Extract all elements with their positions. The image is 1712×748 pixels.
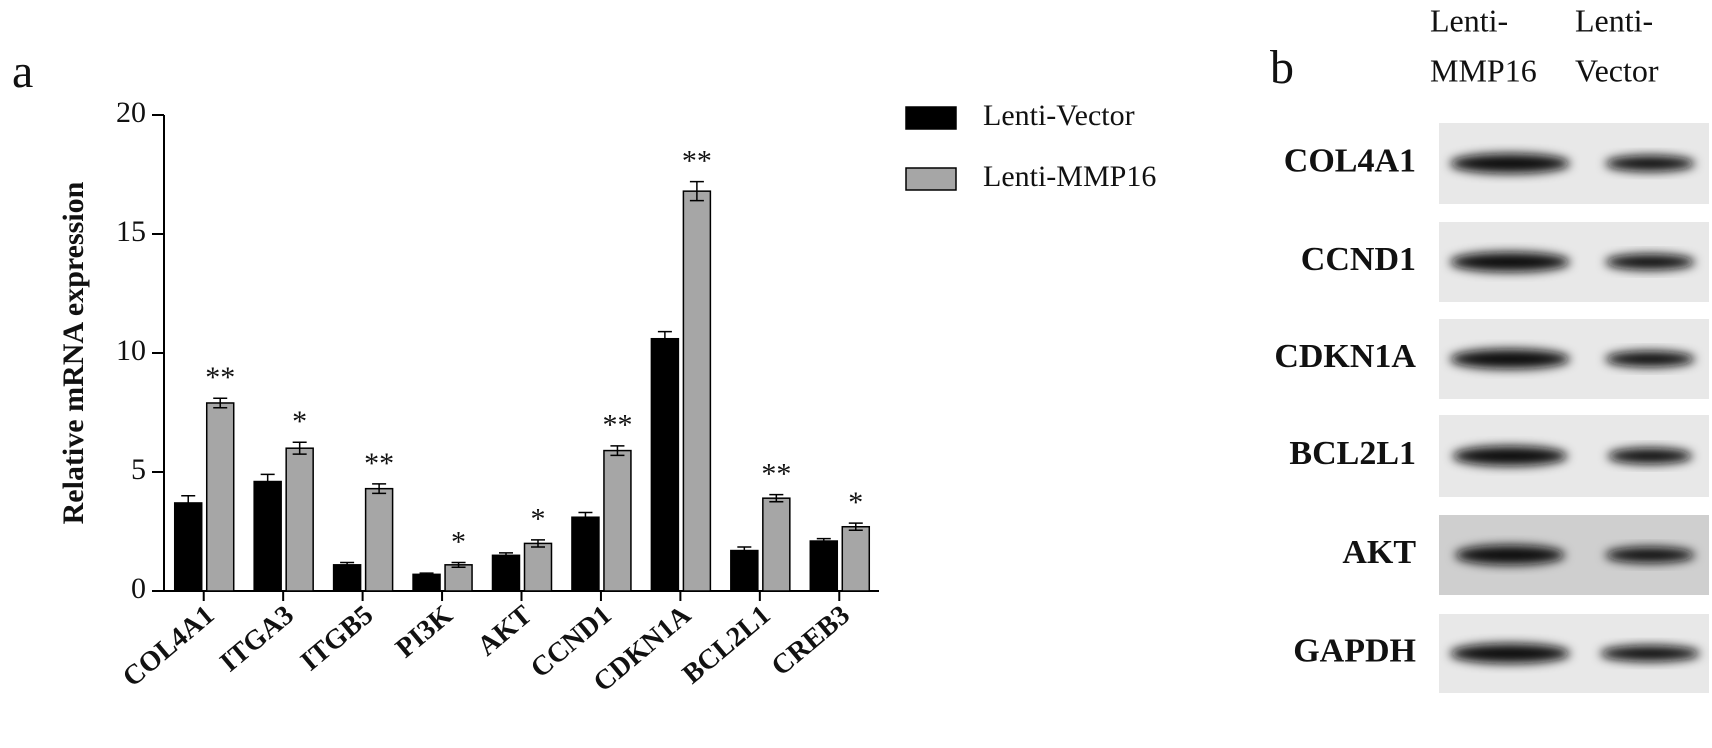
blot-band — [1605, 351, 1695, 367]
row-label: CCND1 — [1301, 241, 1416, 278]
bar — [332, 564, 362, 592]
error-bar — [769, 493, 784, 503]
blot-band — [1452, 446, 1568, 466]
x-tick-label: ITGA3 — [214, 600, 299, 679]
bar — [523, 542, 553, 592]
bar — [571, 516, 600, 592]
bar — [809, 540, 839, 592]
legend-label: Lenti-MMP16 — [983, 160, 1156, 193]
y-tick-label: 5 — [131, 453, 146, 486]
error-bar — [499, 552, 513, 559]
bar — [173, 502, 203, 592]
y-axis-title: Relative mRNA expression — [57, 181, 90, 524]
column-label: Lenti- — [1575, 2, 1653, 38]
error-bar — [372, 483, 387, 495]
bar — [730, 549, 759, 592]
bar — [253, 480, 282, 592]
y-tick-label: 0 — [131, 572, 146, 605]
error-bar — [578, 511, 593, 523]
legend-swatch — [905, 106, 957, 130]
x-tick-label: CREB3 — [766, 600, 856, 683]
error-bar — [531, 539, 545, 548]
bar — [762, 497, 791, 592]
y-tick-label: 15 — [116, 215, 146, 248]
column-label: Lenti- — [1430, 2, 1508, 38]
significance: ** — [761, 458, 791, 491]
y-tick-label: 10 — [116, 334, 146, 367]
row-label: AKT — [1342, 534, 1416, 571]
significance: ** — [364, 447, 394, 480]
x-tick-label: PI3K — [390, 599, 459, 664]
blot-band — [1450, 252, 1570, 272]
bar — [841, 525, 871, 592]
blot-band — [1605, 254, 1695, 270]
y-tick-label: 20 — [116, 96, 146, 129]
row-label: CDKN1A — [1274, 338, 1416, 375]
legend-swatch — [905, 167, 957, 191]
error-bar — [181, 495, 196, 511]
bar — [364, 487, 394, 592]
bar — [285, 447, 314, 592]
significance: ** — [682, 145, 712, 178]
significance: ** — [205, 361, 235, 394]
bar — [650, 337, 680, 592]
error-bar — [816, 537, 831, 545]
column-label: Vector — [1575, 52, 1659, 88]
bar — [682, 190, 712, 592]
blot-band — [1605, 155, 1695, 172]
x-tick-label: ITGB5 — [295, 600, 379, 678]
error-bar — [340, 561, 355, 568]
blot-band — [1450, 643, 1570, 664]
blot-band — [1450, 153, 1570, 174]
blot-band — [1455, 545, 1565, 565]
x-tick-label: BCL2L1 — [677, 600, 777, 691]
error-bar — [292, 441, 307, 455]
panel-label: b — [1270, 41, 1294, 94]
error-bar — [848, 522, 863, 532]
legend-label: Lenti-Vector — [983, 99, 1135, 132]
significance: * — [531, 503, 546, 536]
blot-band — [1605, 547, 1695, 563]
row-label: BCL2L1 — [1289, 435, 1416, 472]
error-bar — [737, 546, 752, 555]
x-tick-label: COL4A1 — [117, 600, 220, 694]
bar — [603, 449, 632, 592]
blot-band — [1600, 645, 1700, 662]
bar — [412, 573, 441, 592]
significance: * — [292, 405, 307, 438]
blot-band — [1607, 448, 1693, 464]
significance: ** — [602, 409, 632, 442]
blot-band — [1450, 349, 1570, 369]
error-bar — [419, 572, 434, 577]
bar — [205, 402, 235, 592]
error-bar — [451, 561, 466, 568]
panel-label: a — [12, 45, 33, 98]
row-label: GAPDH — [1293, 632, 1416, 669]
significance: * — [451, 525, 466, 558]
error-bar — [213, 397, 228, 409]
column-label: MMP16 — [1430, 52, 1537, 88]
error-bar — [260, 473, 275, 490]
error-bar — [610, 445, 625, 457]
row-label: COL4A1 — [1284, 142, 1416, 179]
error-bar — [689, 180, 704, 202]
x-tick-label: AKT — [472, 599, 539, 662]
bar — [444, 564, 473, 592]
error-bar — [657, 330, 672, 347]
significance: * — [848, 486, 863, 519]
bar — [491, 554, 521, 592]
